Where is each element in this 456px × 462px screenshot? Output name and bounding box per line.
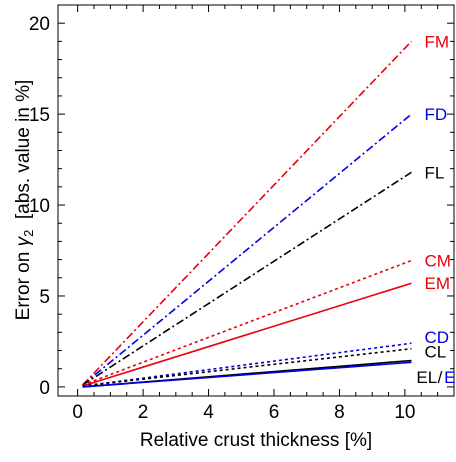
series-line-fd [82, 113, 412, 386]
x-tick-label: 2 [138, 402, 149, 423]
series-label-ed: ED [444, 368, 456, 387]
series-label-fm: FM [425, 32, 450, 51]
y-axis-label-prefix: Error on [13, 246, 34, 320]
x-tick-label: 0 [72, 402, 83, 423]
series-line-cd [82, 342, 412, 387]
y-axis-label-subscript: 2 [21, 230, 36, 237]
x-tick-label: 10 [394, 402, 415, 423]
x-tick-label: 4 [203, 402, 214, 423]
series-line-em [82, 282, 412, 387]
x-axis-label: Relative crust thickness [%] [140, 430, 372, 451]
axis-ticks: 0 2 4 6 8 10 0 5 10 15 20 [29, 5, 454, 423]
y-tick-label: 10 [29, 196, 50, 217]
y-tick-label: 0 [39, 378, 50, 399]
series-label-em: EM [425, 274, 451, 293]
x-tick-label: 6 [269, 402, 280, 423]
series-label-separator: / [438, 368, 443, 387]
series-line-cl [82, 347, 412, 387]
series-label-fl: FL [425, 163, 445, 182]
series-line-cm [82, 259, 412, 386]
y-tick-label: 15 [29, 105, 50, 126]
series-label-el: EL [416, 368, 437, 387]
series-label-fd: FD [425, 105, 448, 124]
series-label-cm: CM [425, 252, 451, 271]
series-label-cd: CD [425, 328, 450, 347]
y-tick-label: 5 [39, 287, 50, 308]
y-axis-label: Error on γ2 [abs. value in %] [13, 80, 36, 321]
series-line-fm [81, 40, 413, 386]
series-line-fl [82, 171, 412, 386]
x-tick-label: 8 [334, 402, 345, 423]
series-label-cl: CL [425, 342, 447, 361]
series-lines [81, 40, 413, 388]
y-tick-label: 20 [29, 14, 50, 35]
y-axis-label-suffix: [abs. value in %] [13, 80, 34, 230]
series-line-ed [82, 361, 412, 388]
plot-frame [57, 4, 455, 397]
y-axis-label-symbol: γ [13, 235, 34, 246]
